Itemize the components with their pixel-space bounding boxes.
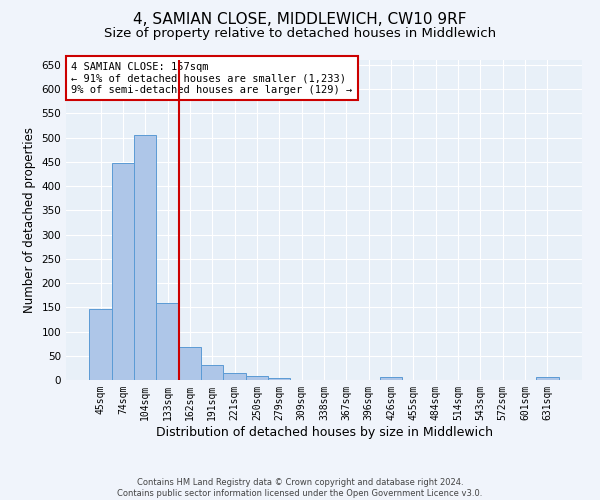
Text: Size of property relative to detached houses in Middlewich: Size of property relative to detached ho… xyxy=(104,28,496,40)
Bar xyxy=(246,376,268,380)
Text: Contains HM Land Registry data © Crown copyright and database right 2024.
Contai: Contains HM Land Registry data © Crown c… xyxy=(118,478,482,498)
X-axis label: Distribution of detached houses by size in Middlewich: Distribution of detached houses by size … xyxy=(155,426,493,438)
Text: 4 SAMIAN CLOSE: 157sqm
← 91% of detached houses are smaller (1,233)
9% of semi-d: 4 SAMIAN CLOSE: 157sqm ← 91% of detached… xyxy=(71,62,352,95)
Bar xyxy=(380,377,402,380)
Bar xyxy=(268,378,290,380)
Bar xyxy=(536,377,559,380)
Bar xyxy=(157,304,179,380)
Bar xyxy=(201,365,223,380)
Bar xyxy=(134,134,157,380)
Bar xyxy=(223,373,246,380)
Text: 4, SAMIAN CLOSE, MIDDLEWICH, CW10 9RF: 4, SAMIAN CLOSE, MIDDLEWICH, CW10 9RF xyxy=(133,12,467,28)
Bar xyxy=(112,163,134,380)
Bar xyxy=(179,347,201,380)
Bar xyxy=(89,308,112,380)
Y-axis label: Number of detached properties: Number of detached properties xyxy=(23,127,36,313)
